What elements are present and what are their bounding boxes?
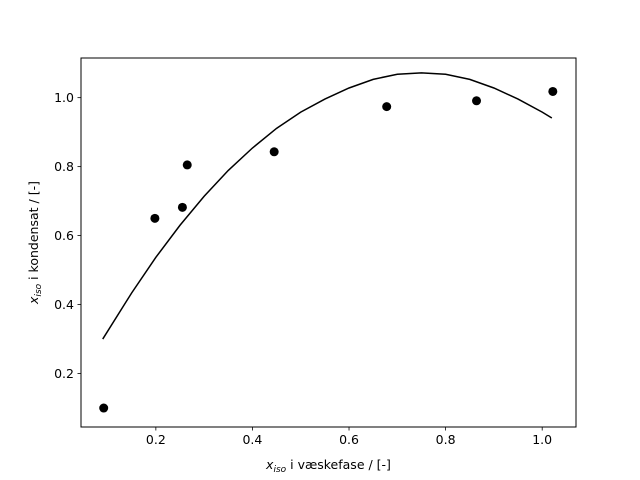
x-tick-label: 0.2 — [146, 432, 166, 447]
data-point — [472, 96, 482, 106]
y-tick-label: 1.0 — [54, 90, 74, 105]
data-point — [150, 213, 160, 223]
data-point — [99, 403, 109, 413]
x-tick-label: 0.8 — [436, 432, 456, 447]
x-axis-label-var: x — [265, 457, 274, 472]
fit-curve — [102, 72, 553, 340]
data-point — [548, 86, 558, 96]
y-axis-label: xiso i kondensat / [-] — [26, 181, 44, 305]
x-tick-label: 1.0 — [532, 432, 552, 447]
x-tick-label: 0.4 — [242, 432, 262, 447]
y-tick-label: 0.8 — [54, 159, 74, 174]
y-tick-label: 0.2 — [54, 366, 74, 381]
y-tick-label: 0.4 — [54, 297, 74, 312]
y-axis: 0.2 0.4 0.6 0.8 1.0 — [54, 90, 81, 381]
data-point — [182, 160, 192, 170]
y-axis-label-sub: iso — [34, 283, 44, 296]
x-tick-label: 0.6 — [339, 432, 359, 447]
x-axis-label: xiso i væskefase / [-] — [265, 457, 391, 475]
data-point — [269, 147, 279, 157]
axes-frame — [80, 57, 577, 428]
plot-area — [99, 72, 558, 413]
y-tick-label: 0.6 — [54, 228, 74, 243]
data-point — [382, 102, 392, 112]
data-point — [177, 202, 187, 212]
x-axis-label-rest: i væskefase / [-] — [286, 457, 391, 472]
y-axis-label-rest: i kondensat / [-] — [26, 181, 41, 284]
y-axis-label-var: x — [26, 296, 41, 305]
x-axis: 0.2 0.4 0.6 0.8 1.0 — [146, 427, 552, 447]
x-axis-label-sub: iso — [273, 465, 286, 475]
